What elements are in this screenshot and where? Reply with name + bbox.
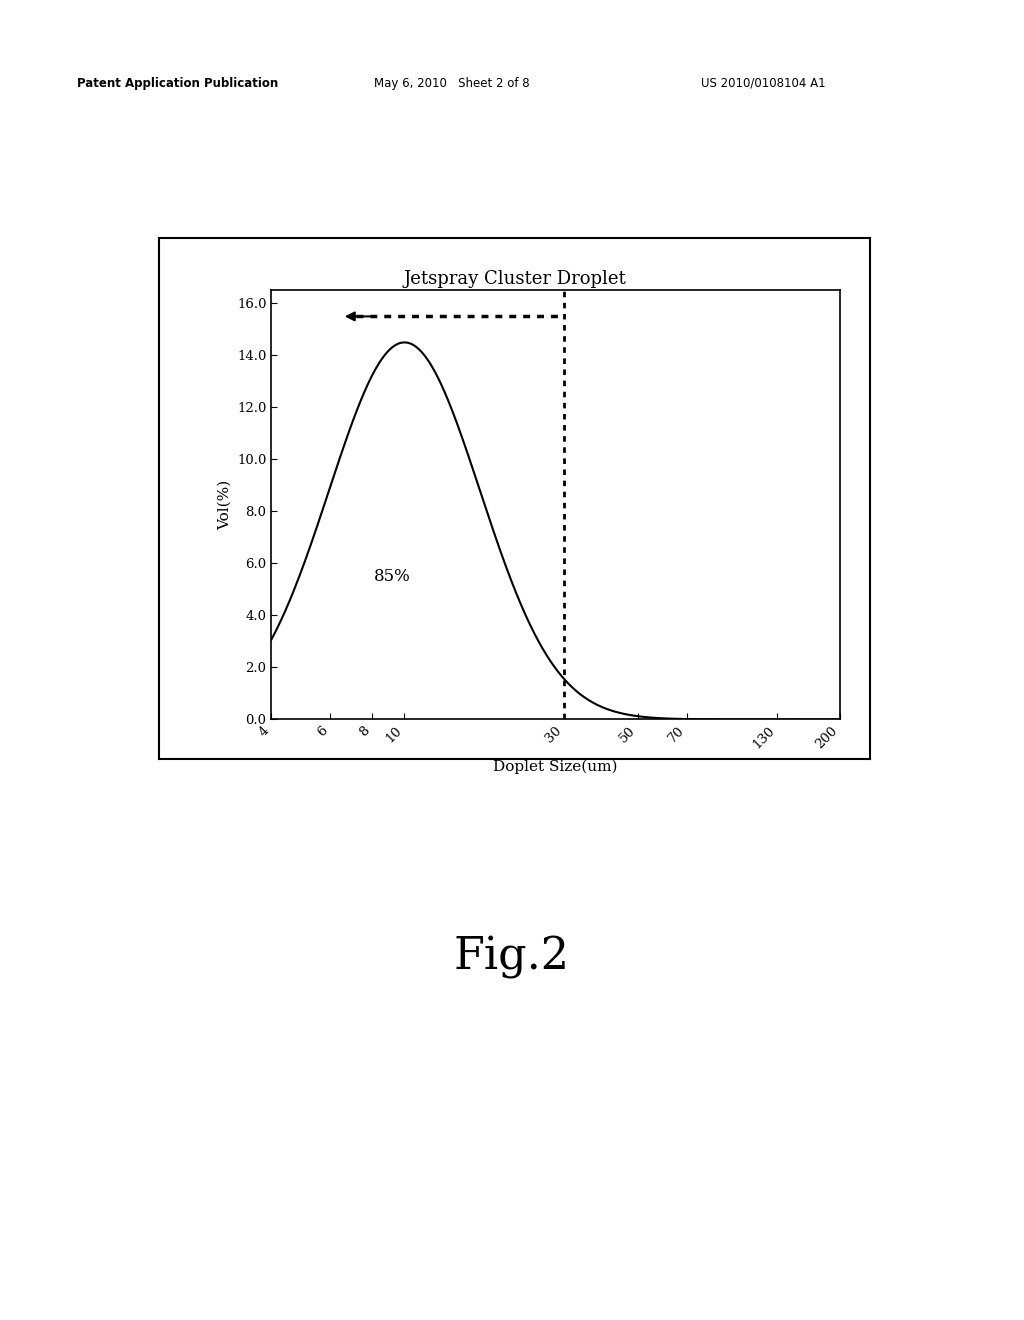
Text: Jetspray Cluster Droplet: Jetspray Cluster Droplet	[403, 271, 626, 288]
Text: Patent Application Publication: Patent Application Publication	[77, 77, 279, 90]
X-axis label: Doplet Size(um): Doplet Size(um)	[494, 759, 617, 774]
Y-axis label: Vol(%): Vol(%)	[217, 479, 231, 531]
Text: May 6, 2010   Sheet 2 of 8: May 6, 2010 Sheet 2 of 8	[374, 77, 529, 90]
Text: 85%: 85%	[374, 568, 411, 585]
Text: Fig.2: Fig.2	[454, 936, 570, 978]
Text: US 2010/0108104 A1: US 2010/0108104 A1	[701, 77, 826, 90]
